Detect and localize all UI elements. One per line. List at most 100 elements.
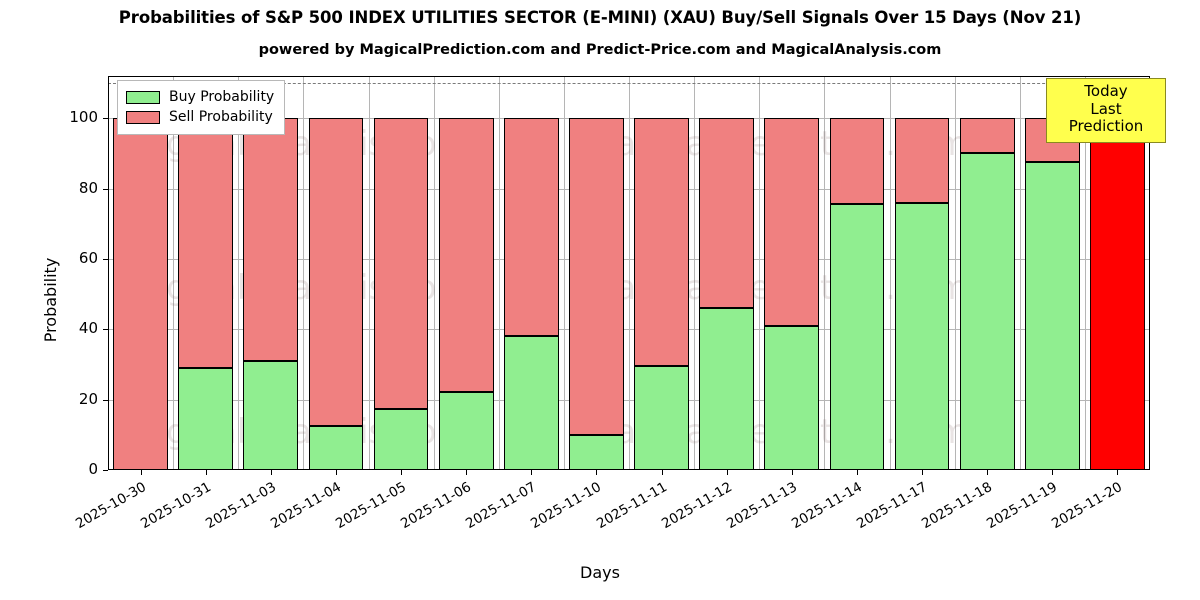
bar-segment-sell[interactable] <box>178 118 234 368</box>
gridline-vertical <box>1084 76 1086 470</box>
reference-line-layer <box>108 76 1150 470</box>
gridline-vertical <box>498 76 500 470</box>
gridline-vertical <box>954 76 956 470</box>
bar-segment-sell[interactable] <box>829 118 885 205</box>
bar-group[interactable] <box>634 76 689 470</box>
bar-segment-buy[interactable] <box>764 325 820 470</box>
bar-group[interactable] <box>373 76 429 470</box>
legend-swatch-buy-icon <box>126 90 160 104</box>
bar-group[interactable] <box>959 76 1015 470</box>
x-tick-mark <box>335 470 337 475</box>
x-tick-mark <box>140 470 142 475</box>
x-tick-mark <box>726 470 728 475</box>
gridline-vertical <box>629 76 630 470</box>
y-tick-mark <box>103 329 108 331</box>
x-tick-mark <box>596 470 598 475</box>
bar-segment-sell[interactable] <box>503 118 559 337</box>
bar-group[interactable] <box>569 76 624 470</box>
y-tick-mark <box>103 118 108 120</box>
bar-segment-sell[interactable] <box>894 118 950 203</box>
bar-segment-sell[interactable] <box>699 118 755 309</box>
bar-segment-buy[interactable] <box>178 367 234 470</box>
gridline-vertical <box>1019 76 1021 470</box>
x-tick-mark <box>1117 470 1119 475</box>
bar-group[interactable] <box>243 76 299 470</box>
legend-swatch-sell-icon <box>126 110 160 124</box>
x-tick-mark <box>531 470 533 475</box>
y-tick-label: 80 <box>78 178 98 197</box>
bar-segment-today[interactable] <box>1090 118 1145 470</box>
x-tick-mark <box>987 470 989 475</box>
bar-segment-sell[interactable] <box>634 118 689 367</box>
x-tick-mark <box>401 470 403 475</box>
bar-segment-sell[interactable] <box>764 118 820 326</box>
bar-group[interactable] <box>764 76 820 470</box>
plot-area: MagicalAnalysis.comMagicalPrediction.com… <box>108 76 1150 470</box>
bar-segment-buy[interactable] <box>438 391 494 470</box>
bar-segment-sell[interactable] <box>308 118 364 427</box>
x-tick-mark <box>791 470 793 475</box>
x-tick-mark <box>466 470 468 475</box>
today-annotation: Today Last Prediction <box>1046 78 1166 144</box>
gridline-vertical <box>694 76 696 470</box>
bar-segment-buy[interactable] <box>569 434 624 470</box>
gridline-vertical <box>889 76 891 470</box>
legend-item-buy: Buy Probability <box>126 87 274 107</box>
plot-frame <box>108 76 1150 470</box>
bar-segment-buy[interactable] <box>1024 162 1080 470</box>
bar-group[interactable] <box>1090 76 1145 470</box>
bar-segment-sell[interactable] <box>373 118 429 409</box>
bar-group[interactable] <box>178 76 234 470</box>
bar-segment-buy[interactable] <box>503 336 559 470</box>
bar-group[interactable] <box>503 76 559 470</box>
gridlines <box>108 76 1150 470</box>
today-annotation-line2: Last Prediction <box>1068 99 1144 136</box>
gridline-vertical <box>433 76 435 470</box>
y-tick-label: 0 <box>88 460 98 478</box>
bar-segment-sell[interactable] <box>243 118 299 361</box>
legend-label-buy: Buy Probability <box>169 89 275 105</box>
x-tick-mark <box>922 470 924 475</box>
bar-group[interactable] <box>699 76 755 470</box>
x-tick-mark <box>205 470 207 475</box>
y-axis-label: Probability <box>40 257 60 343</box>
y-tick-mark <box>103 470 108 471</box>
x-axis-label: Days <box>580 563 620 582</box>
bar-group[interactable] <box>894 76 950 470</box>
bar-segment-buy[interactable] <box>959 153 1015 470</box>
bar-group[interactable] <box>438 76 494 470</box>
bar-group[interactable] <box>829 76 885 470</box>
legend-item-sell: Sell Probability <box>126 107 274 127</box>
bar-group[interactable] <box>308 76 364 470</box>
y-tick-label: 20 <box>78 389 98 408</box>
x-tick-mark <box>270 470 272 475</box>
x-tick-mark <box>661 470 663 475</box>
y-tick-mark <box>103 188 108 190</box>
x-tick-mark <box>1052 470 1054 475</box>
bar-segment-sell[interactable] <box>569 118 624 435</box>
gridline-vertical <box>563 76 565 470</box>
x-tick-mark <box>856 470 858 475</box>
gridline-vertical <box>173 76 175 470</box>
y-tick-mark <box>103 258 108 260</box>
bar-segment-buy[interactable] <box>373 408 429 470</box>
gridline-vertical <box>238 76 240 470</box>
bar-segment-sell[interactable] <box>438 118 494 392</box>
reference-dashed-line <box>108 83 1150 85</box>
bar-segment-buy[interactable] <box>894 202 950 470</box>
bar-segment-sell[interactable] <box>959 118 1015 154</box>
gridline-vertical <box>824 76 826 470</box>
y-tick-label: 100 <box>69 108 98 127</box>
bar-segment-buy[interactable] <box>699 308 755 470</box>
y-tick-mark <box>103 399 108 401</box>
bar-segment-buy[interactable] <box>634 366 689 470</box>
bar-segment-buy[interactable] <box>829 204 885 470</box>
y-tick-label: 60 <box>78 248 98 267</box>
bar-segment-buy[interactable] <box>243 360 299 470</box>
y-tick-label: 40 <box>78 319 98 338</box>
gridline-vertical <box>303 76 305 470</box>
gridline-vertical <box>759 76 761 470</box>
chart-subtitle: powered by MagicalPrediction.com and Pre… <box>258 42 942 58</box>
gridline-vertical <box>368 76 370 470</box>
